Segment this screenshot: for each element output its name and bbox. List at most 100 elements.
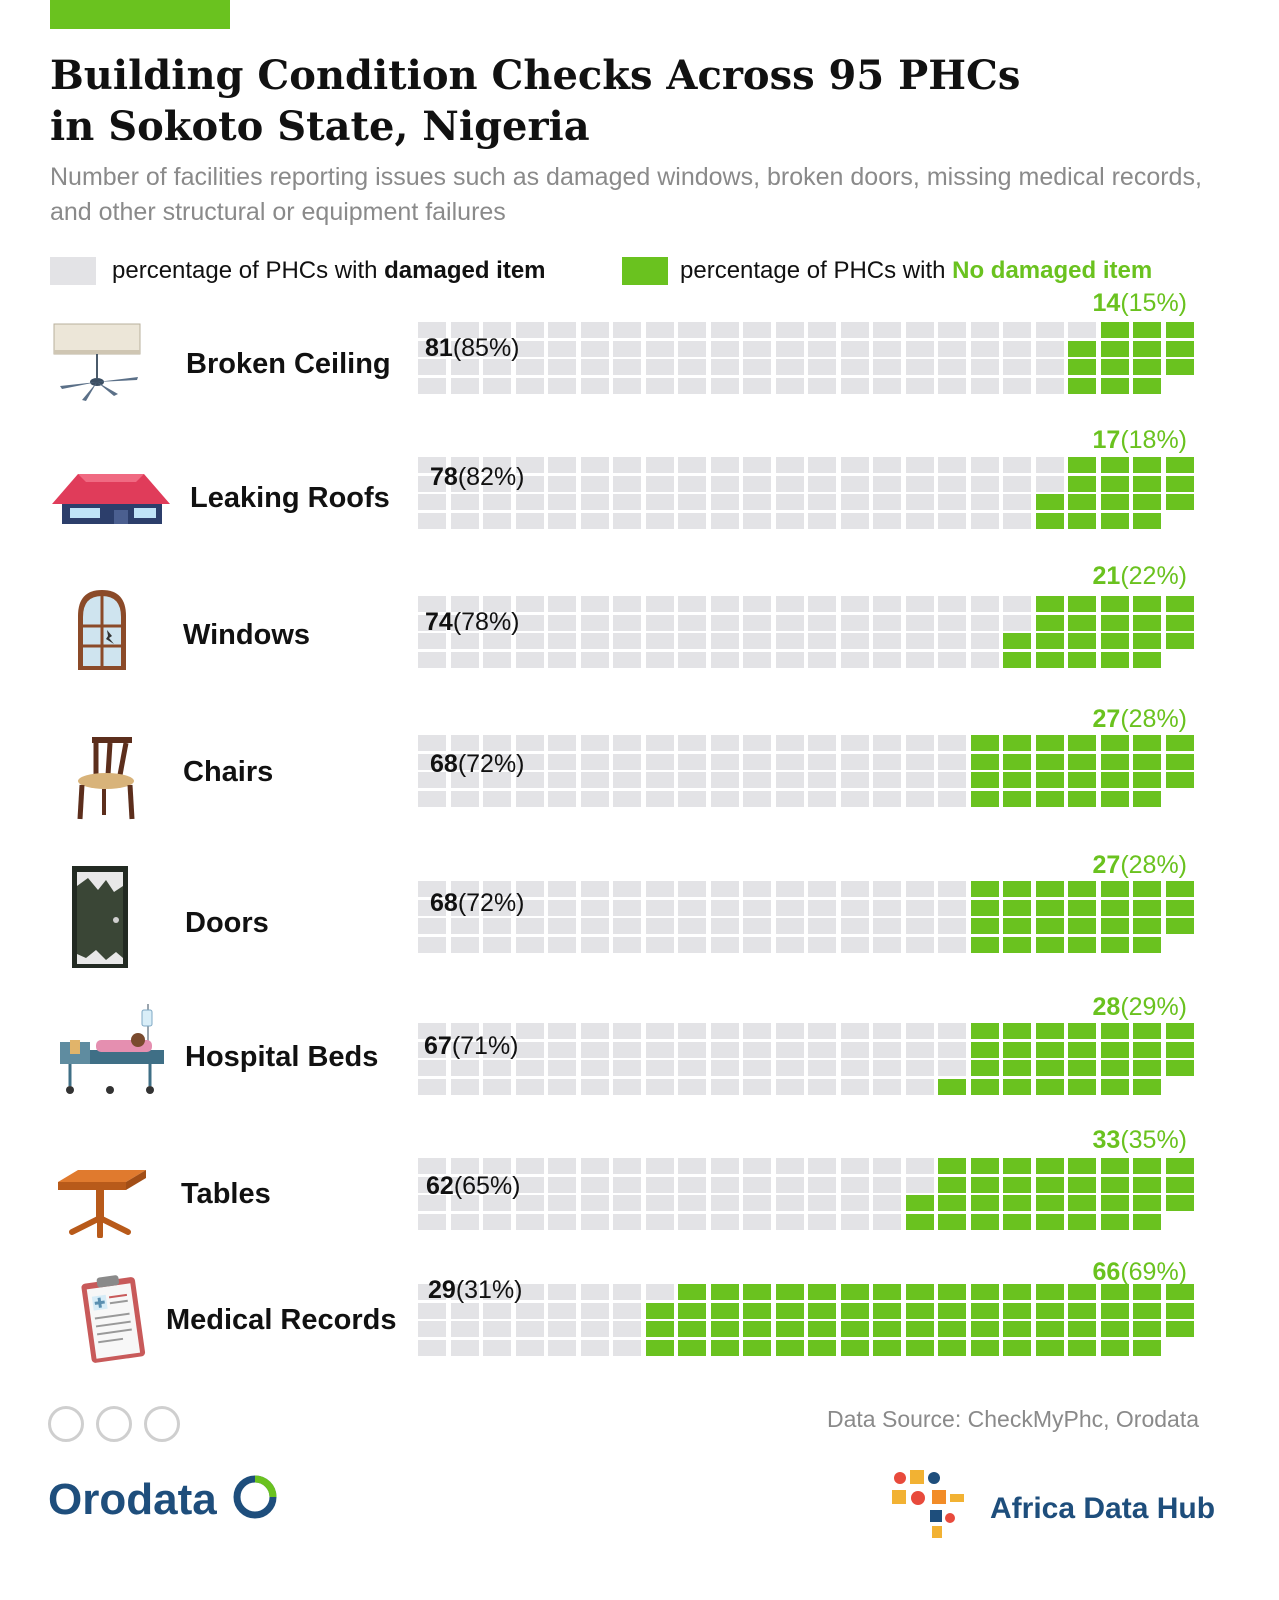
waffle-cell-ok <box>1003 1023 1031 1039</box>
waffle-cell-damaged <box>743 377 771 394</box>
waffle-cell-damaged <box>483 494 511 510</box>
waffle-cell-ok <box>970 1321 999 1337</box>
brand-left-text: Orodata <box>48 1475 217 1524</box>
waffle-cell-damaged <box>418 322 446 338</box>
waffle-cell-damaged <box>970 494 999 510</box>
hospital-bed-icon <box>60 1004 164 1094</box>
waffle-cell-damaged <box>515 377 544 394</box>
waffle-cell-ok <box>1100 1195 1129 1211</box>
waffle-cell-ok <box>1035 899 1064 916</box>
waffle-cell-ok <box>678 1339 706 1356</box>
waffle-cell-damaged <box>548 494 576 510</box>
waffle-cell-damaged <box>775 881 804 897</box>
legend-damaged-bold: damaged item <box>384 257 546 284</box>
waffle-cell-ok <box>1035 1023 1064 1039</box>
waffle-cell-damaged <box>710 899 739 916</box>
waffle-cell-damaged <box>450 340 479 357</box>
ceiling-fan-icon <box>53 323 141 401</box>
waffle-cell-ok <box>1068 753 1096 770</box>
waffle-cell-damaged <box>743 596 771 612</box>
waffle-cell-damaged <box>515 633 544 649</box>
waffle-cell-damaged <box>775 772 804 788</box>
waffle-grid-leaking-roofs <box>418 457 1194 529</box>
waffle-cell-damaged <box>710 359 739 375</box>
waffle-cell-damaged <box>515 753 544 770</box>
waffle-cell-damaged <box>678 340 706 357</box>
waffle-cell-damaged <box>710 1195 739 1211</box>
waffle-cell-ok <box>1133 359 1161 375</box>
waffle-cell-damaged <box>678 494 706 510</box>
waffle-cell-damaged <box>905 1060 934 1076</box>
waffle-cell-ok <box>1035 1078 1064 1095</box>
waffle-cell-ok <box>710 1284 739 1300</box>
waffle-cell-damaged <box>775 1023 804 1039</box>
waffle-cell-damaged <box>743 881 771 897</box>
waffle-cell-damaged <box>873 457 901 473</box>
waffle-cell-damaged <box>710 1041 739 1058</box>
waffle-cell-ok <box>1165 1060 1194 1076</box>
waffle-cell-ok <box>1068 1302 1096 1319</box>
waffle-cell-damaged <box>548 377 576 394</box>
waffle-cell-ok <box>1165 1176 1194 1193</box>
waffle-cell-damaged <box>418 1060 446 1076</box>
data-label-ok: 17(18%) <box>1092 426 1188 454</box>
waffle-cell-ok <box>970 1284 999 1300</box>
waffle-cell-damaged <box>483 881 511 897</box>
waffle-cell-damaged <box>840 340 869 357</box>
waffle-cell-damaged <box>645 1078 674 1095</box>
waffle-cell-damaged <box>418 359 446 375</box>
waffle-cell-damaged <box>645 899 674 916</box>
waffle-cell-damaged <box>873 475 901 492</box>
waffle-cell-ok <box>1003 772 1031 788</box>
waffle-cell-damaged <box>418 735 446 751</box>
waffle-cell-damaged <box>840 1078 869 1095</box>
waffle-cell-ok <box>645 1339 674 1356</box>
waffle-cell-ok <box>1100 1023 1129 1039</box>
waffle-cell-ok <box>1068 475 1096 492</box>
waffle-cell-ok <box>1133 1284 1161 1300</box>
waffle-cell-ok <box>938 1321 966 1337</box>
waffle-cell-damaged <box>483 596 511 612</box>
waffle-cell-damaged <box>548 457 576 473</box>
waffle-cell-damaged <box>418 614 446 631</box>
waffle-cell-damaged <box>678 1213 706 1230</box>
waffle-cell-damaged <box>418 753 446 770</box>
waffle-cell-ok <box>1035 753 1064 770</box>
waffle-cell-ok <box>970 1339 999 1356</box>
waffle-cell-damaged <box>743 899 771 916</box>
waffle-cell-ok <box>1133 322 1161 338</box>
waffle-cell-damaged <box>580 340 609 357</box>
waffle-cell-damaged <box>840 1195 869 1211</box>
waffle-cell-ok <box>1100 1060 1129 1076</box>
waffle-cell-damaged <box>483 1158 511 1174</box>
waffle-cell-ok <box>1165 918 1194 934</box>
waffle-cell-ok <box>1068 1176 1096 1193</box>
waffle-cell-damaged <box>450 494 479 510</box>
waffle-cell-ok <box>808 1302 836 1319</box>
waffle-cell-damaged <box>1035 359 1064 375</box>
waffle-cell-damaged <box>548 936 576 953</box>
waffle-cell-damaged <box>808 457 836 473</box>
waffle-cell-ok <box>1133 1041 1161 1058</box>
waffle-cell-damaged <box>710 377 739 394</box>
waffle-cell-damaged <box>450 457 479 473</box>
waffle-cell-ok <box>678 1284 706 1300</box>
waffle-cell-ok <box>1003 936 1031 953</box>
waffle-cell-damaged <box>483 1302 511 1319</box>
waffle-cell-damaged <box>645 359 674 375</box>
waffle-cell-damaged <box>873 1213 901 1230</box>
waffle-cell-damaged <box>450 881 479 897</box>
waffle-cell-damaged <box>1003 377 1031 394</box>
waffle-cell-damaged <box>580 377 609 394</box>
waffle-cell-damaged <box>483 457 511 473</box>
waffle-cell-damaged <box>645 475 674 492</box>
waffle-cell-ok <box>1003 1060 1031 1076</box>
waffle-cell-damaged <box>938 881 966 897</box>
waffle-cell-ok <box>743 1321 771 1337</box>
waffle-cell-damaged <box>808 494 836 510</box>
waffle-cell-damaged <box>710 614 739 631</box>
waffle-cell-ok <box>1133 1176 1161 1193</box>
data-label-ok: 66(69%) <box>1092 1258 1188 1286</box>
orodata-ring-icon <box>233 1475 277 1519</box>
waffle-cell-damaged <box>613 322 641 338</box>
